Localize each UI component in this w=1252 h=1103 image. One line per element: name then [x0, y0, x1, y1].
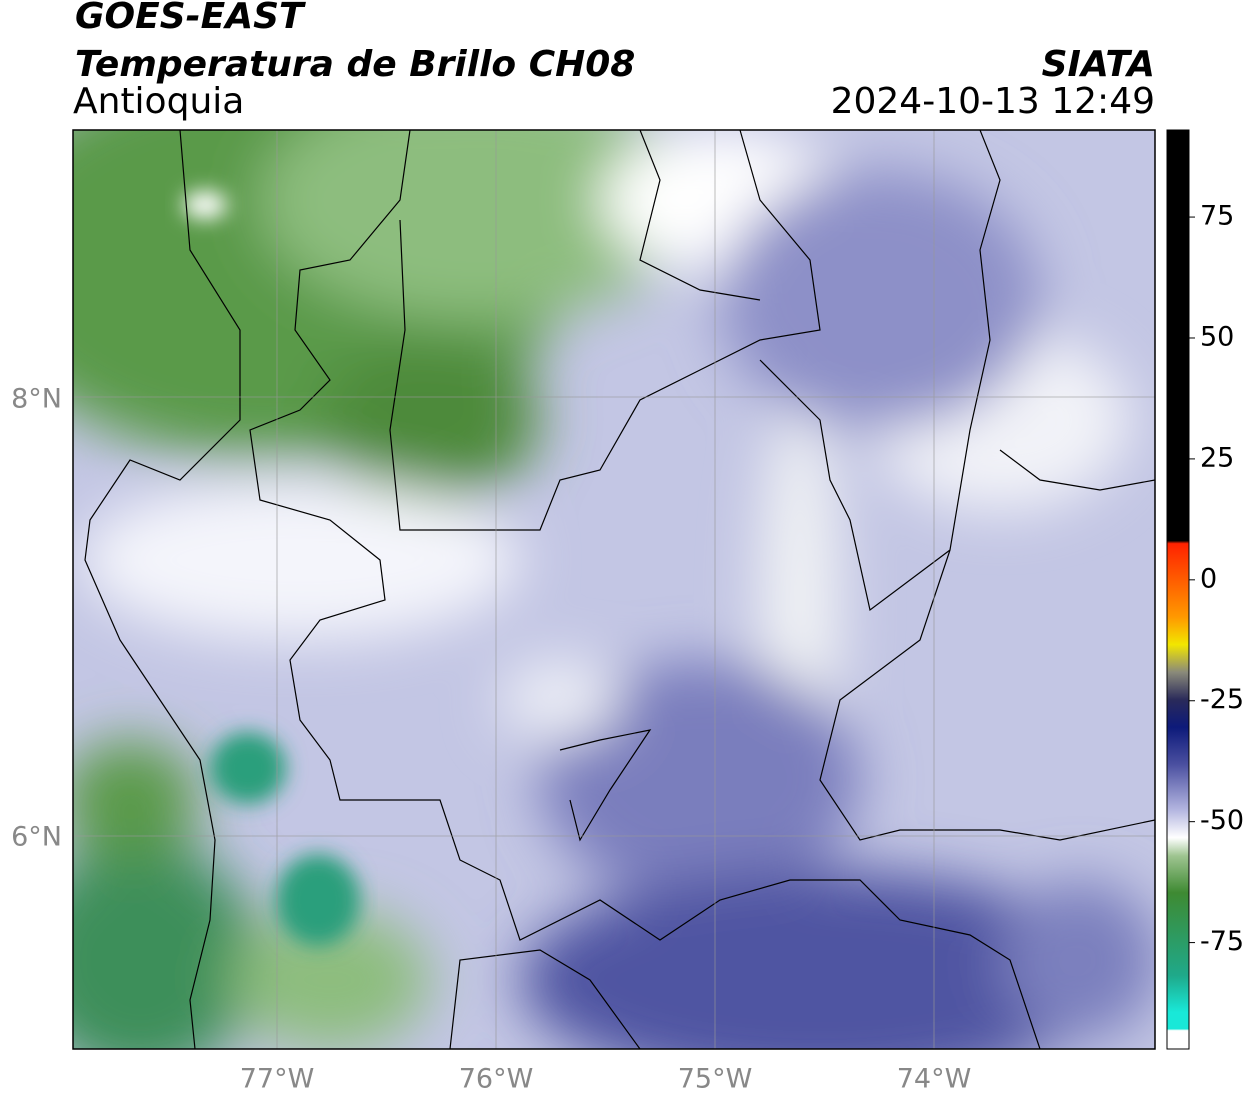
colorbar	[1166, 129, 1190, 1050]
subtitle: Temperatura de Brillo CH08	[75, 44, 635, 85]
lon-label: 76°W	[459, 1064, 534, 1095]
lon-label: 75°W	[678, 1064, 753, 1095]
colorbar-ticks: 75 50 25 0 -25 -50 -75	[1189, 201, 1244, 957]
colorbar-tick-label: 75	[1200, 201, 1234, 232]
colorbar-tick-label: -50	[1200, 805, 1244, 836]
title: GOES-EAST	[75, 0, 306, 37]
lon-label: 77°W	[240, 1064, 315, 1095]
colorbar-tick-label: -75	[1200, 926, 1244, 957]
timestamp: 2024-10-13 12:49	[831, 81, 1155, 122]
colorbar-tick-label: 0	[1200, 563, 1217, 594]
lat-label: 6°N	[11, 822, 62, 853]
region: Antioquia	[73, 81, 244, 122]
colorbar-tick-label: 50	[1200, 321, 1234, 352]
map-frame	[72, 129, 1156, 1050]
satellite-image	[73, 130, 1155, 1049]
lon-label: 74°W	[897, 1064, 972, 1095]
source: SIATA	[1042, 44, 1155, 85]
lat-label: 8°N	[11, 384, 62, 415]
colorbar-tick-label: -25	[1200, 684, 1244, 715]
colorbar-tick-label: 25	[1200, 442, 1234, 473]
